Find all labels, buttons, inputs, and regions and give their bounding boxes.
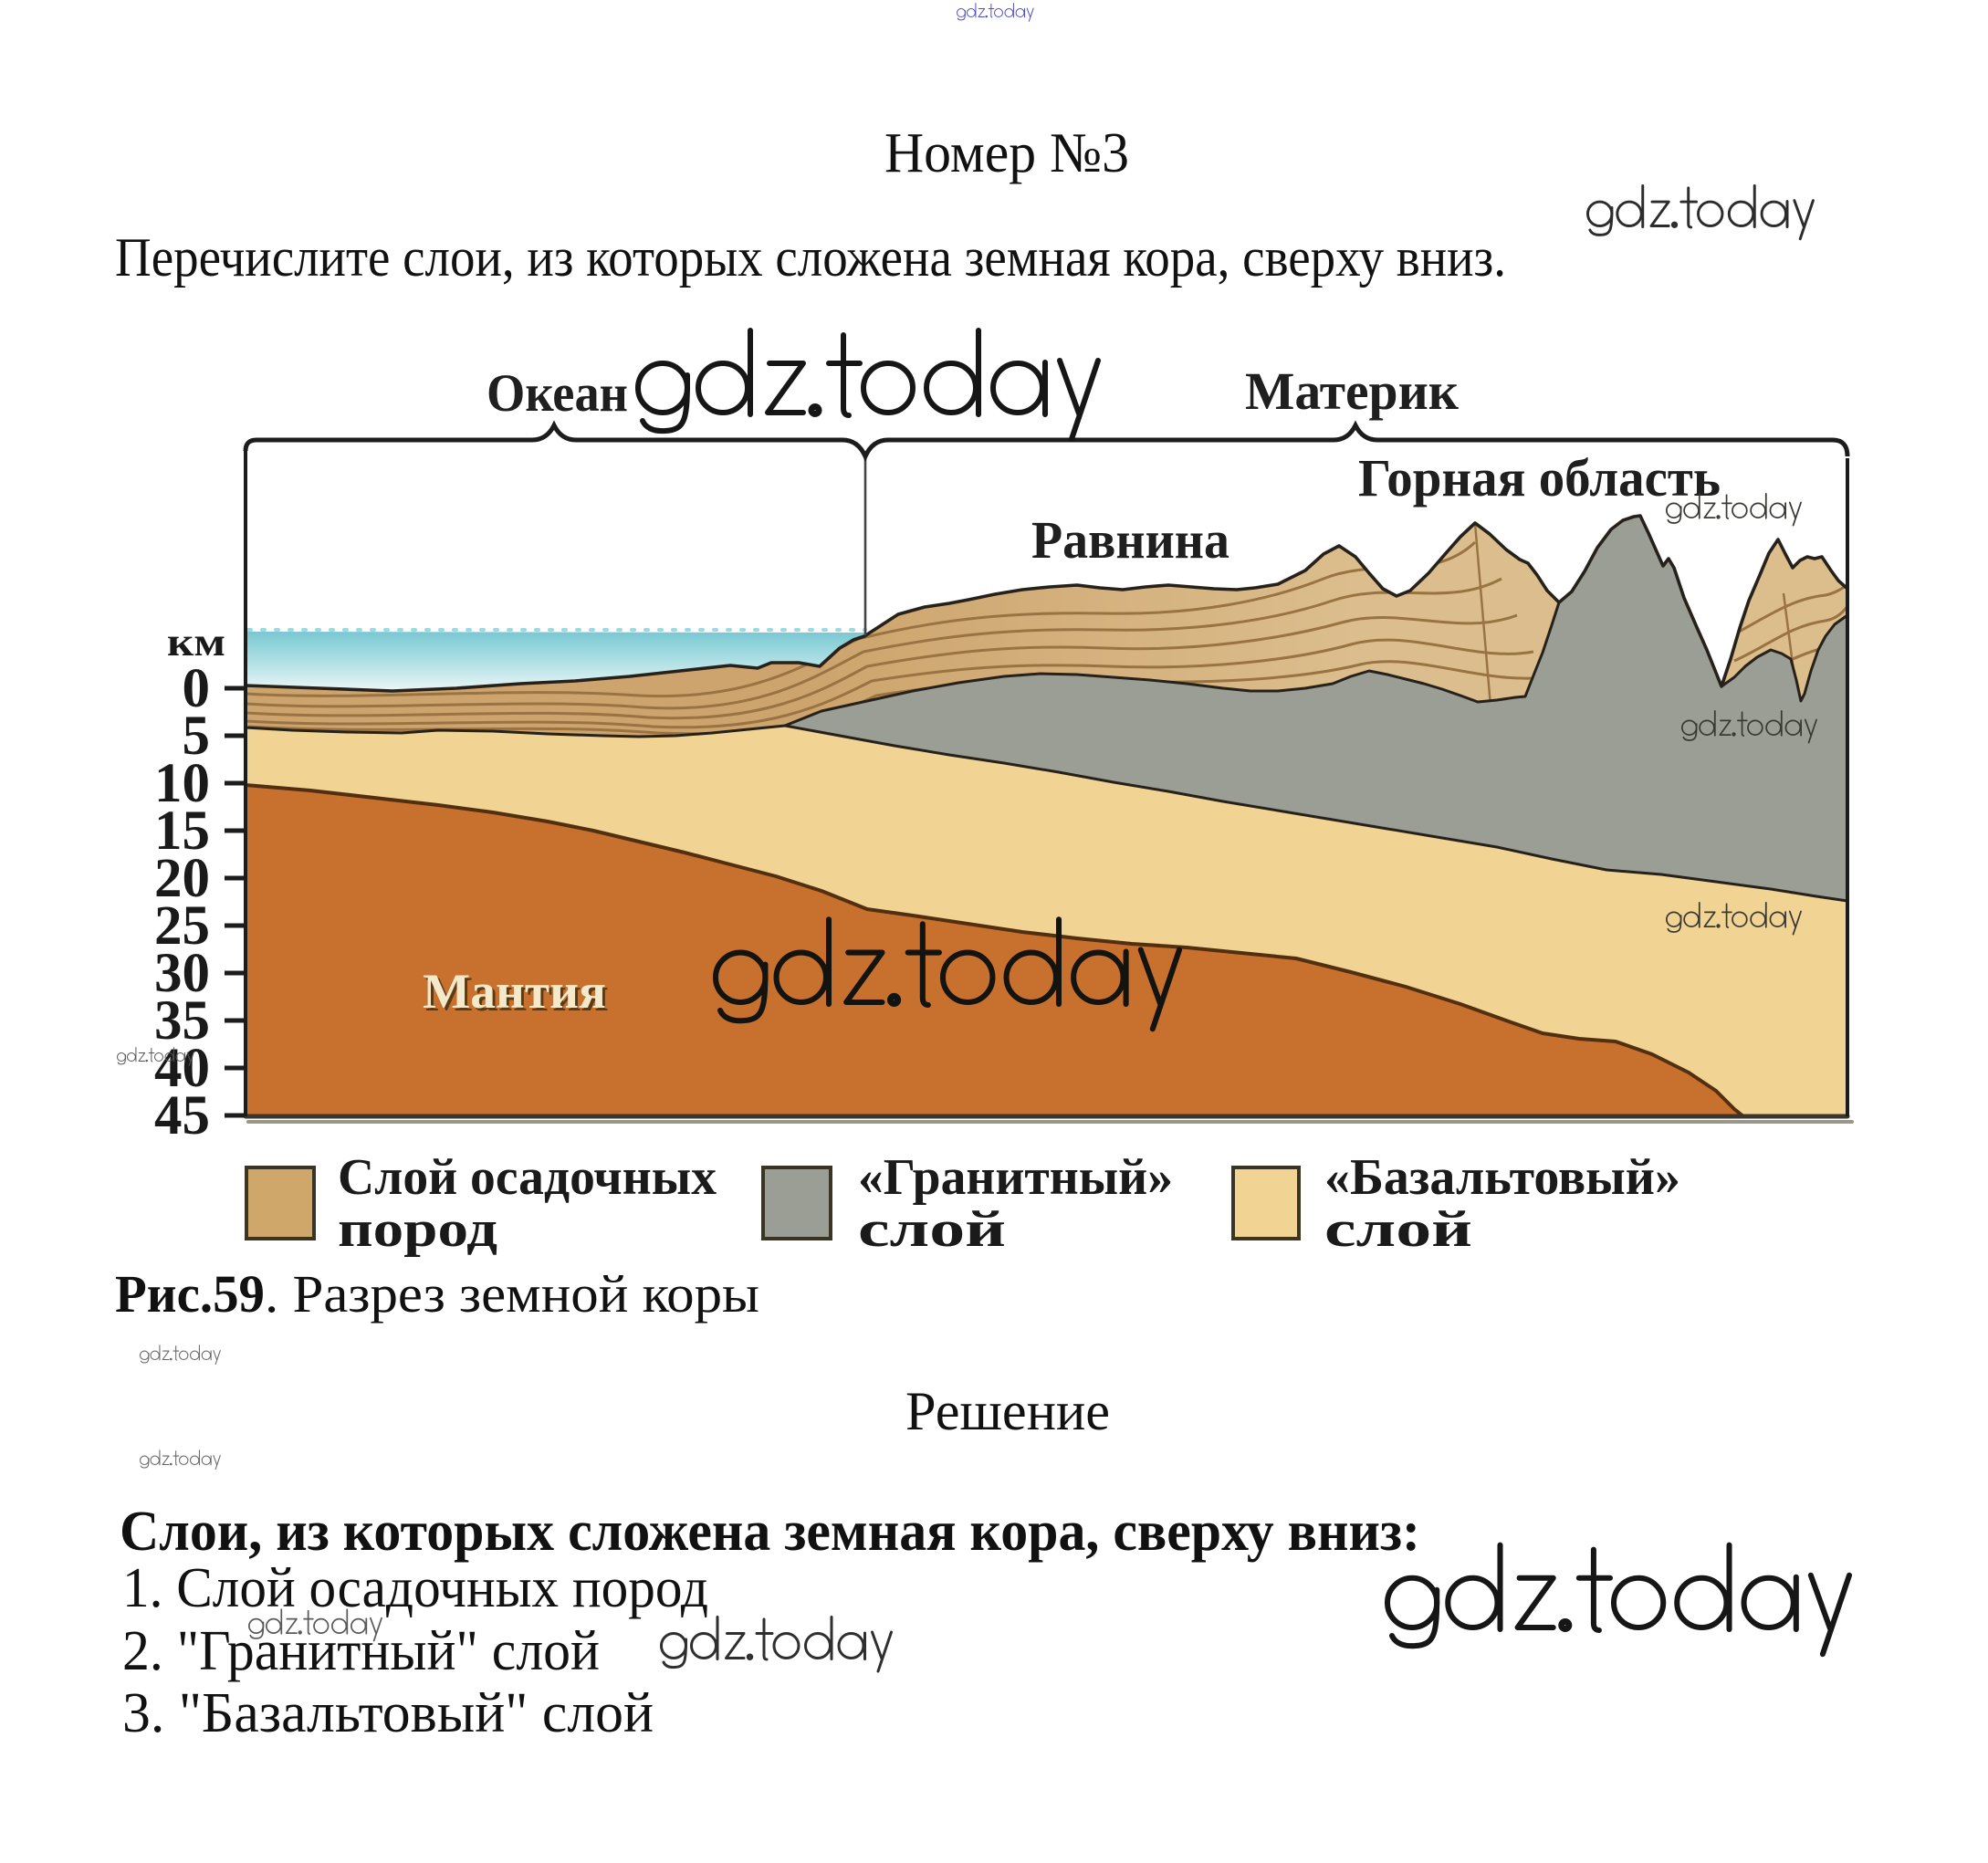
svg-text:35: 35 <box>154 990 210 1052</box>
svg-text:Мантия: Мантия <box>425 967 609 1021</box>
svg-text:45: 45 <box>154 1085 210 1146</box>
svg-text:слой: слой <box>858 1201 1006 1258</box>
svg-text:10: 10 <box>154 753 210 814</box>
svg-text:1. Слой осадочных пород: 1. Слой осадочных пород <box>122 1557 708 1619</box>
svg-text:Мантия: Мантия <box>423 964 606 1019</box>
svg-text:15: 15 <box>154 801 210 862</box>
svg-text:40: 40 <box>154 1038 210 1099</box>
svg-text:слой: слой <box>1324 1201 1472 1258</box>
svg-text:Перечислите слои, из которых с: Перечислите слои, из которых сложена зем… <box>115 227 1506 288</box>
svg-text:Номер №3: Номер №3 <box>884 122 1129 184</box>
svg-text:пород: пород <box>338 1201 497 1258</box>
svg-text:Решение: Решение <box>905 1381 1110 1441</box>
svg-text:20: 20 <box>154 848 210 909</box>
svg-text:Слой осадочных: Слой осадочных <box>338 1149 717 1206</box>
svg-text:Материк: Материк <box>1245 361 1460 421</box>
svg-text:30: 30 <box>154 943 210 1004</box>
svg-text:«Базальтовый»: «Базальтовый» <box>1324 1149 1680 1206</box>
svg-text:Рис.59: Рис.59 <box>115 1264 265 1324</box>
svg-text:Горная область: Горная область <box>1358 448 1721 508</box>
svg-text:0: 0 <box>183 658 211 719</box>
svg-text:3. "Базальтовый" слой: 3. "Базальтовый" слой <box>122 1682 654 1744</box>
svg-text:5: 5 <box>183 706 211 767</box>
svg-text:25: 25 <box>154 895 210 957</box>
svg-text:. Разрез земной коры: . Разрез земной коры <box>265 1264 759 1324</box>
svg-text:км: км <box>167 620 225 665</box>
svg-text:2. "Гранитный" слой: 2. "Гранитный" слой <box>122 1620 600 1682</box>
svg-text:Слои, из которых сложена земна: Слои, из которых сложена земная кора, св… <box>120 1501 1420 1563</box>
svg-text:Равнина: Равнина <box>1031 510 1229 570</box>
svg-text:«Гранитный»: «Гранитный» <box>858 1149 1173 1206</box>
svg-text:Океан: Океан <box>487 363 628 423</box>
